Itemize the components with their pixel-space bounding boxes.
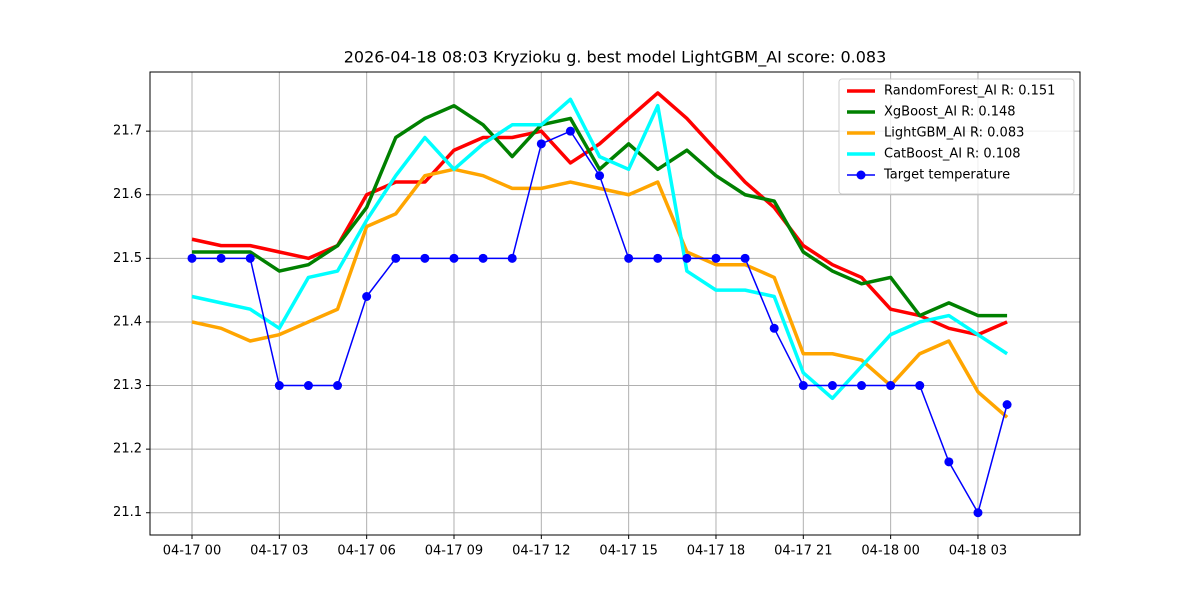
y-tick-label: 21.6 <box>113 187 142 202</box>
chart-title: 2026-04-18 08:03 Kryzioku g. best model … <box>344 48 887 68</box>
data-point <box>274 381 284 391</box>
data-point <box>391 253 401 263</box>
x-tick-label: 04-18 00 <box>861 544 919 559</box>
data-point <box>857 381 867 391</box>
x-tick-label: 04-17 15 <box>599 544 657 559</box>
legend-label: LightGBM_AI R: 0.083 <box>884 126 1024 141</box>
y-tick-label: 21.5 <box>113 251 142 266</box>
data-point <box>886 381 896 391</box>
legend-marker <box>856 170 866 180</box>
data-point <box>769 323 779 333</box>
data-point <box>478 253 488 263</box>
data-point <box>449 253 459 263</box>
data-point <box>973 508 983 518</box>
data-point <box>507 253 517 263</box>
legend-label: Target temperature <box>883 168 1010 183</box>
data-point <box>827 381 837 391</box>
data-point <box>216 253 226 263</box>
data-point <box>1002 400 1012 410</box>
legend-label: RandomForest_AI R: 0.151 <box>884 84 1055 99</box>
y-tick-label: 21.7 <box>113 124 142 139</box>
data-point <box>536 139 546 149</box>
data-point <box>595 171 605 181</box>
legend-label: CatBoost_AI R: 0.108 <box>884 147 1021 162</box>
data-point <box>682 253 692 263</box>
data-point <box>303 381 313 391</box>
data-point <box>944 457 954 467</box>
data-point <box>333 381 343 391</box>
x-tick-label: 04-17 18 <box>687 544 745 559</box>
series-line <box>192 103 1008 318</box>
x-tick-label: 04-17 09 <box>425 544 483 559</box>
legend-box <box>838 78 1075 195</box>
data-point <box>711 253 721 263</box>
x-tick-label: 04-17 03 <box>250 544 308 559</box>
x-tick-label: 04-17 06 <box>337 544 395 559</box>
series-line <box>191 91 1008 337</box>
x-tick-label: 04-18 03 <box>949 544 1007 559</box>
data-point <box>245 253 255 263</box>
data-point <box>798 381 808 391</box>
data-point <box>362 292 372 302</box>
data-point <box>420 253 430 263</box>
x-tick-label: 04-17 00 <box>163 544 221 559</box>
y-tick-label: 21.1 <box>113 505 142 520</box>
data-point <box>565 126 575 136</box>
plot-frame <box>149 71 1081 536</box>
x-tick-label: 04-17 12 <box>512 544 570 559</box>
data-point <box>653 253 663 263</box>
x-tick-label: 04-17 21 <box>774 544 832 559</box>
series-line <box>191 97 1009 401</box>
series-line <box>191 167 1009 419</box>
y-tick-label: 21.4 <box>113 314 142 329</box>
y-tick-label: 21.2 <box>113 442 142 457</box>
data-point <box>624 253 634 263</box>
legend-label: XgBoost_AI R: 0.148 <box>884 105 1016 120</box>
data-point <box>187 253 197 263</box>
data-point <box>915 381 925 391</box>
y-tick-label: 21.3 <box>113 378 142 393</box>
data-point <box>740 253 750 263</box>
